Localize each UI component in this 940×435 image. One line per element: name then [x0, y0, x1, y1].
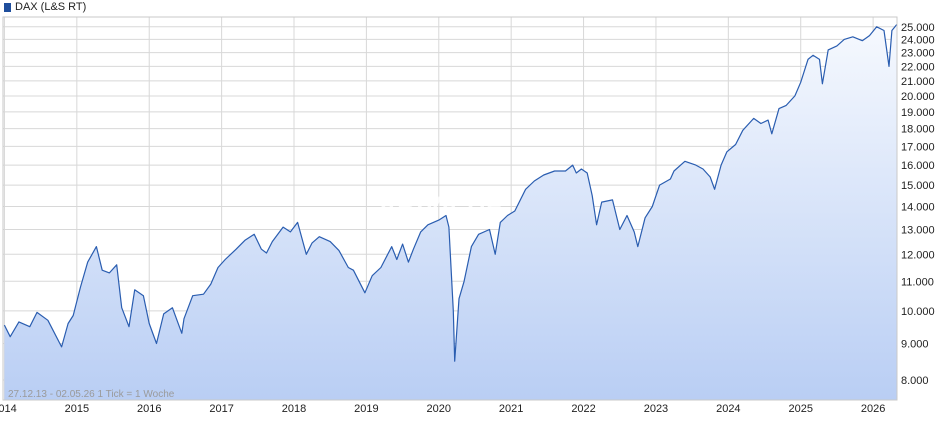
price-area	[4, 24, 897, 401]
y-tick-label: 8.000	[901, 375, 929, 387]
y-tick-label: 9.000	[901, 338, 929, 350]
x-tick-label: 2015	[65, 403, 89, 415]
watermark-text: ARIVA.DE	[377, 192, 504, 220]
legend: DAX (L&S RT)	[4, 1, 86, 13]
y-tick-label: 15.000	[901, 180, 935, 192]
x-tick-label: 2025	[788, 403, 812, 415]
x-tick-label: 2024	[716, 403, 740, 415]
x-tick-label: 2026	[861, 403, 885, 415]
x-tick-label: 2021	[499, 403, 523, 415]
x-tick-label: 2023	[644, 403, 668, 415]
y-tick-label: 10.000	[901, 306, 935, 318]
x-tick-label: 2018	[282, 403, 306, 415]
y-tick-label: 18.000	[901, 124, 935, 136]
legend-label: DAX (L&S RT)	[15, 1, 87, 13]
y-tick-label: 13.000	[901, 224, 935, 236]
y-tick-label: 16.000	[901, 160, 935, 172]
y-tick-label: 11.000	[901, 276, 934, 288]
y-tick-label: 25.000	[901, 22, 935, 34]
y-tick-label: 17.000	[901, 141, 935, 153]
plot-border	[2, 16, 898, 401]
y-tick-label: 23.000	[901, 48, 935, 60]
y-tick-label: 19.000	[901, 107, 935, 119]
x-tick-label: 2014	[0, 403, 17, 415]
date-range-info: 27.12.13 - 02.05.26 1 Tick = 1 Woche	[8, 389, 175, 400]
y-tick-label: 24.000	[901, 34, 935, 46]
y-tick-label: 22.000	[901, 61, 935, 73]
watermark: ARIVA.DE	[377, 192, 504, 220]
x-tick-label: 2022	[571, 403, 595, 415]
y-tick-label: 20.000	[901, 91, 935, 103]
y-tick-label: 21.000	[901, 76, 935, 88]
legend-swatch	[4, 2, 11, 12]
price-line	[3, 23, 898, 362]
x-tick-label: 2019	[354, 403, 378, 415]
y-tick-label: 12.000	[901, 249, 935, 261]
y-tick-label: 14.000	[901, 202, 935, 214]
x-tick-label: 2016	[137, 403, 161, 415]
x-tick-label: 2020	[427, 403, 451, 415]
y-axis: 8.000 9.000 10.000 11.000 12.000 13.000 14.000…	[901, 22, 935, 387]
x-tick-label: 2017	[209, 403, 233, 415]
x-axis: 2014 2015 2016 2017 2018 2019 2020 2021 2022 2023…	[0, 403, 885, 415]
